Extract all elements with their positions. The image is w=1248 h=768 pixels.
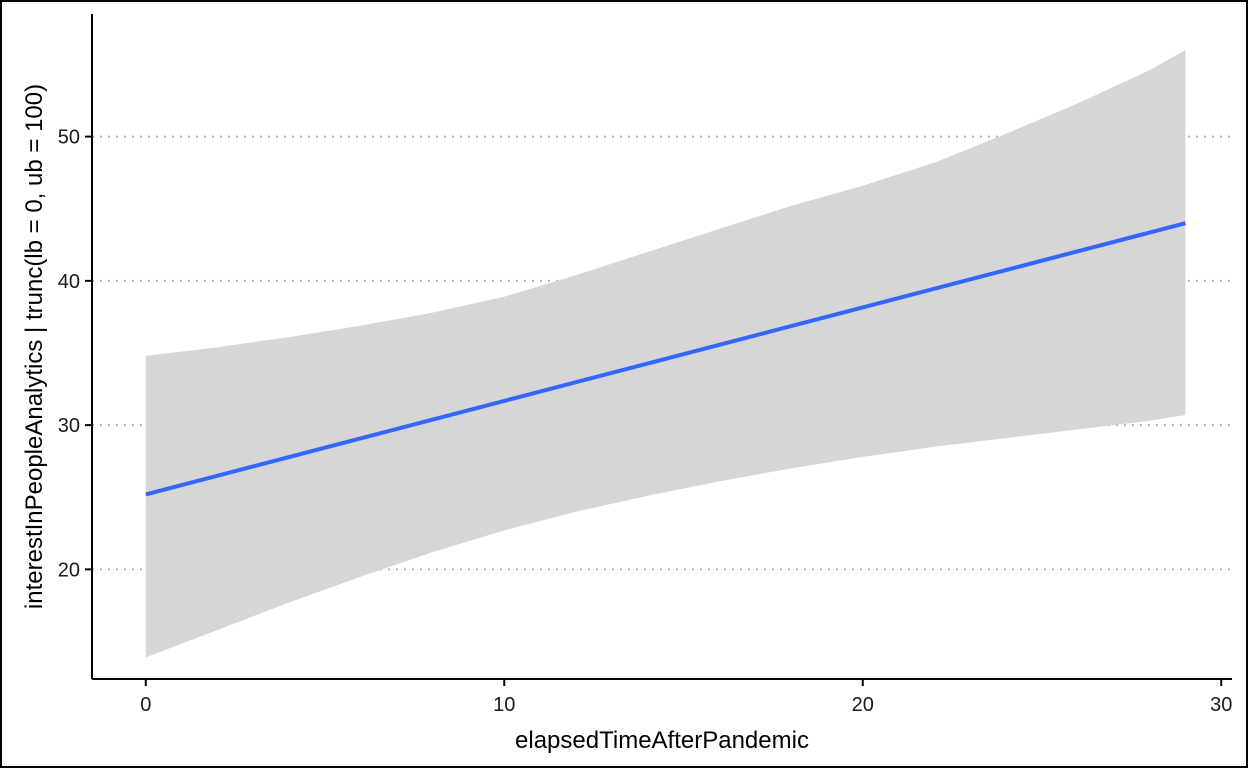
y-tick-label-30: 30 bbox=[58, 415, 80, 437]
x-axis-ticks: 0 10 20 30 bbox=[140, 679, 1232, 716]
axes bbox=[91, 14, 1232, 680]
x-tick-label-0: 0 bbox=[140, 694, 151, 716]
confidence-ribbon bbox=[145, 50, 1186, 658]
x-tick-label-30: 30 bbox=[1210, 694, 1232, 716]
confidence-ribbon-group bbox=[145, 50, 1186, 658]
x-axis-title: elapsedTimeAfterPandemic bbox=[515, 727, 809, 754]
y-tick-label-20: 20 bbox=[58, 559, 80, 581]
y-tick-label-40: 40 bbox=[58, 271, 80, 293]
y-tick-label-50: 50 bbox=[58, 127, 80, 149]
y-axis-title: interestInPeopleAnalytics | trunc(lb = 0… bbox=[21, 84, 48, 609]
x-tick-label-10: 10 bbox=[493, 694, 515, 716]
regression-line-0 bbox=[145, 221, 1186, 497]
x-tick-label-20: 20 bbox=[852, 694, 874, 716]
regression-line-group bbox=[145, 221, 1186, 497]
y-axis-ticks: 20 30 40 50 bbox=[58, 127, 92, 581]
